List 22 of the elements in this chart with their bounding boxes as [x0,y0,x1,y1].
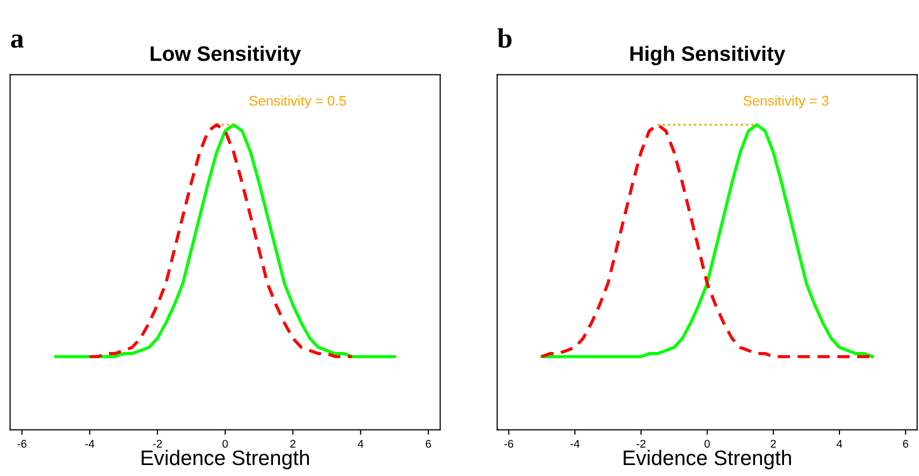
x-tick-label: 4 [358,440,364,448]
chart-title: Low Sensitivity [150,46,301,66]
x-axis-title: Evidence Strength [624,450,791,470]
x-tick-label: -2 [152,440,162,448]
x-tick-label: -6 [18,440,26,448]
x-tick-label: 6 [426,440,431,448]
x-tick-label: 0 [222,440,228,448]
x-tick-label: 4 [836,440,842,448]
text: b [498,28,512,48]
x-axis-title: Evidence Strength [142,450,309,470]
x-tick-label: -4 [570,440,580,448]
chart-title: High Sensitivity [630,46,786,66]
text: a [11,34,24,48]
x-tick-label: 6 [903,440,908,448]
x-tick-label: -4 [85,440,94,448]
text: Sensitivity = 0.5 [249,96,346,108]
x-tick-label: -2 [636,440,646,448]
text: Sensitivity = 3 [744,96,828,108]
x-tick-label: 0 [704,440,710,448]
x-tick-label: -6 [504,440,514,448]
x-tick-label: 2 [770,440,776,448]
x-tick-label: 2 [290,440,296,448]
